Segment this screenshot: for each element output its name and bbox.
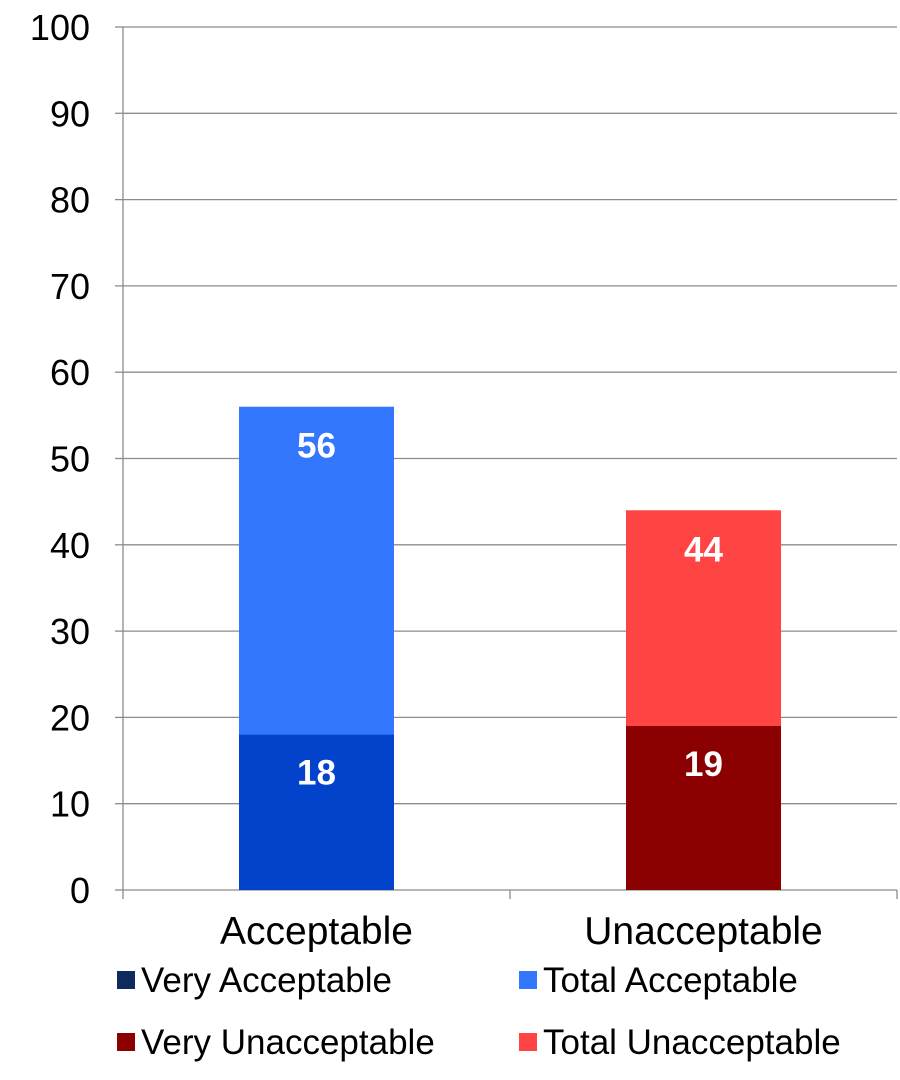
y-tick-label: 80 bbox=[50, 180, 90, 221]
data-label: 18 bbox=[297, 754, 336, 793]
legend-swatch bbox=[117, 1033, 135, 1051]
x-category-label: Unacceptable bbox=[584, 910, 823, 953]
legend-swatch bbox=[117, 971, 135, 989]
y-tick-label: 70 bbox=[50, 266, 90, 307]
y-tick-label: 90 bbox=[50, 93, 90, 134]
legend-label: Total Unacceptable bbox=[543, 1023, 841, 1062]
y-tick-label: 30 bbox=[50, 611, 90, 652]
x-category-label: Acceptable bbox=[220, 910, 413, 953]
y-tick-label: 0 bbox=[70, 870, 90, 911]
legend-label: Very Acceptable bbox=[141, 961, 392, 1000]
y-tick-label: 50 bbox=[50, 439, 90, 480]
legend-swatch bbox=[519, 1033, 537, 1051]
y-tick-label: 40 bbox=[50, 525, 90, 566]
bar-very-unacceptable bbox=[626, 726, 781, 890]
bar-very-acceptable bbox=[239, 734, 394, 890]
data-label: 44 bbox=[684, 530, 723, 569]
legend-label: Total Acceptable bbox=[543, 961, 798, 1000]
data-label: 56 bbox=[297, 427, 336, 466]
y-tick-label: 20 bbox=[50, 697, 90, 738]
y-tick-label: 10 bbox=[50, 784, 90, 825]
legend-swatch bbox=[519, 971, 537, 989]
y-tick-label: 100 bbox=[30, 7, 90, 48]
legend-label: Very Unacceptable bbox=[141, 1023, 435, 1062]
data-label: 19 bbox=[684, 745, 723, 784]
y-tick-label: 60 bbox=[50, 352, 90, 393]
